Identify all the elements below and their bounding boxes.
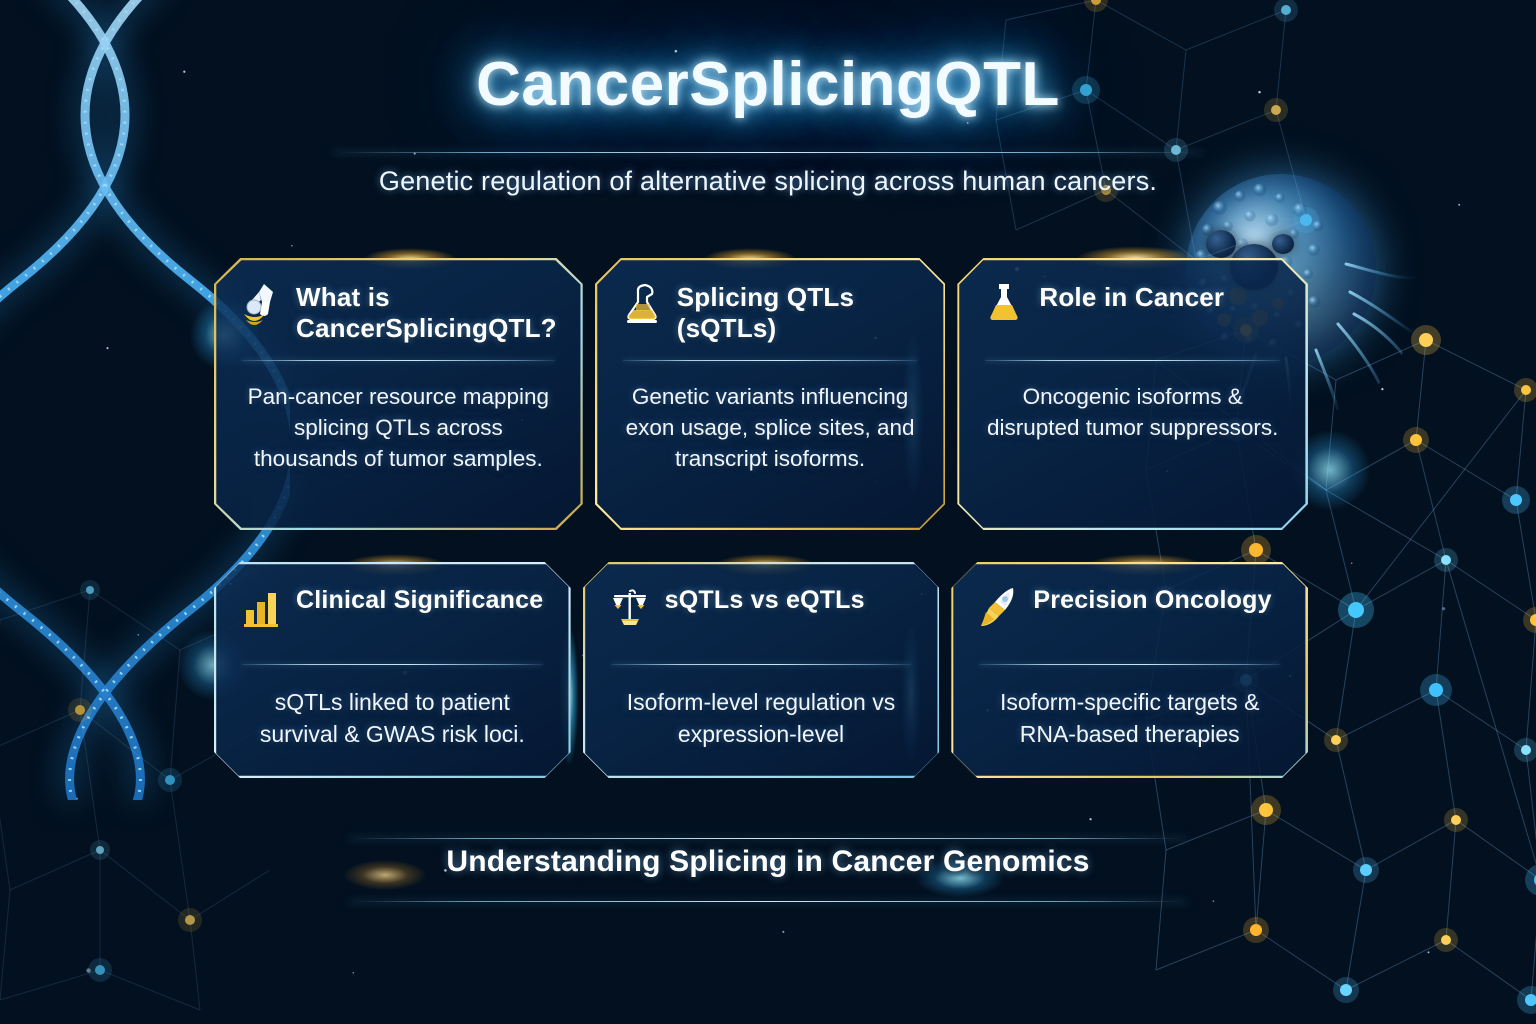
card-title: What is CancerSplicingQTL? — [296, 282, 557, 343]
header: CancerSplicingQTL — [0, 52, 1536, 117]
card-body: Oncogenic isoforms & disrupted tumor sup… — [987, 384, 1279, 441]
card-body: Isoform-specific targets & RNA-based the… — [999, 689, 1260, 747]
bar-chart-icon — [240, 584, 282, 630]
page-subtitle: Genetic regulation of alternative splici… — [378, 166, 1158, 196]
card-body: Genetic variants influencing exon usage,… — [625, 384, 915, 472]
card-body: Pan-cancer resource mapping splicing QTL… — [247, 384, 550, 472]
card-divider — [623, 360, 918, 361]
footer-caption: Understanding Splicing in Cancer Genomic… — [446, 845, 1090, 878]
cards-row-bottom: Clinical Significance sQTLs linked to pa… — [214, 562, 1308, 778]
card-title: Clinical Significance — [296, 586, 544, 614]
card-divider — [242, 360, 555, 361]
card-splicing-qtls[interactable]: Splicing QTLs (sQTLs) Genetic variants i… — [595, 258, 946, 530]
cards-grid: What is CancerSplicingQTL? Pan-cancer re… — [214, 258, 1308, 778]
card-header: What is CancerSplicingQTL? — [240, 282, 557, 344]
title-divider — [332, 152, 1204, 153]
rocket-icon — [977, 584, 1019, 630]
balance-scale-icon — [609, 584, 651, 630]
card-title: Role in Cancer — [1039, 282, 1225, 312]
card-divider — [611, 664, 912, 665]
card-header: sQTLs vs eQTLs — [609, 586, 914, 648]
card-what-is-cancersplicingqtl[interactable]: What is CancerSplicingQTL? Pan-cancer re… — [214, 258, 583, 530]
flask-outline-icon — [621, 280, 663, 326]
card-body: sQTLs linked to patient survival & GWAS … — [259, 689, 525, 747]
microscope-icon — [240, 280, 282, 326]
page-title: CancerSplicingQTL — [476, 50, 1060, 119]
card-divider — [242, 664, 543, 665]
card-sqtls-vs-eqtls[interactable]: sQTLs vs eQTLs Isoform-level regulation … — [583, 562, 940, 778]
cards-row-top: What is CancerSplicingQTL? Pan-cancer re… — [214, 258, 1308, 530]
footer-divider-top — [348, 838, 1188, 839]
footer-divider-bottom — [348, 901, 1188, 902]
card-divider — [979, 664, 1280, 665]
card-clinical-significance[interactable]: Clinical Significance sQTLs linked to pa… — [214, 562, 571, 778]
card-header: Clinical Significance — [240, 586, 545, 648]
card-header: Splicing QTLs (sQTLs) — [621, 282, 920, 344]
card-title: sQTLs vs eQTLs — [664, 586, 865, 614]
card-header: Precision Oncology — [977, 586, 1282, 648]
flask-filled-icon — [983, 280, 1025, 326]
card-title: Precision Oncology — [1033, 586, 1272, 614]
card-divider — [985, 360, 1280, 361]
card-title: Splicing QTLs (sQTLs) — [676, 282, 855, 343]
card-role-in-cancer[interactable]: Role in Cancer Oncogenic isoforms & disr… — [957, 258, 1308, 530]
card-header: Role in Cancer — [983, 282, 1282, 344]
card-body: Isoform-level regulation vs expression-l… — [626, 689, 896, 747]
card-precision-oncology[interactable]: Precision Oncology Isoform-specific targ… — [951, 562, 1308, 778]
